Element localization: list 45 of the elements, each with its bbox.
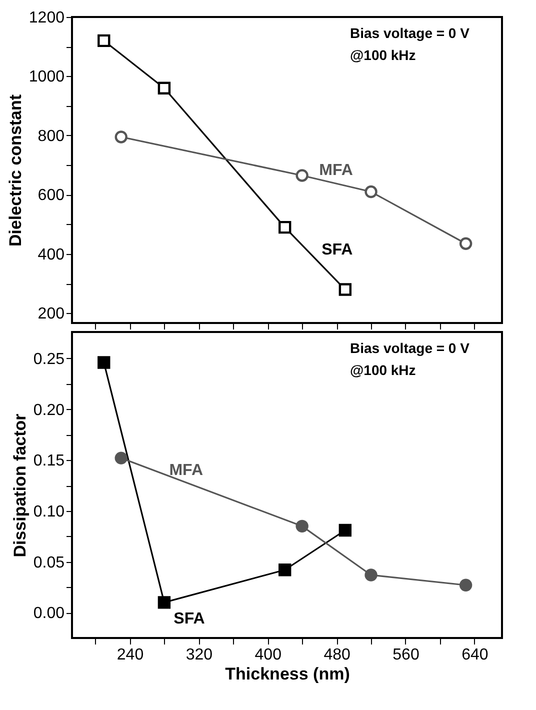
y-tick-label: 0.15: [33, 452, 65, 470]
annotation: Bias voltage = 0 V: [350, 25, 470, 41]
point: [296, 520, 308, 533]
y-tick-label: 600: [38, 187, 65, 204]
point: [114, 130, 128, 144]
y-tick-label: 400: [38, 246, 65, 264]
y-tick-label: 1200: [28, 10, 65, 26]
point: [459, 237, 472, 250]
series-label: SFA: [174, 610, 206, 628]
annotation: @100 kHz: [350, 47, 416, 63]
y-tick-label: 0.05: [33, 554, 65, 572]
series-label: MFA: [169, 462, 204, 480]
point: [364, 185, 378, 198]
x-tick-label: 320: [186, 646, 213, 664]
y-tick-label: 0.10: [33, 503, 65, 520]
series-label: SFA: [322, 242, 354, 259]
y-tick-label: 1000: [28, 68, 65, 86]
y-tick-label: 0.25: [33, 350, 65, 368]
annotation: Bias voltage = 0 V: [350, 340, 470, 356]
y-axis-title: Dielectric constant: [6, 94, 25, 247]
y-tick-label: 200: [38, 306, 65, 323]
x-tick-label: 480: [324, 646, 350, 664]
x-tick-label: 640: [462, 646, 488, 664]
point: [98, 356, 110, 369]
y-axis-title: Dissipation factor: [10, 413, 30, 558]
x-tick-label: 400: [254, 646, 282, 664]
point: [158, 596, 171, 609]
x-axis-title: Thickness (nm): [225, 664, 350, 684]
y-tick-label: 0.00: [33, 605, 65, 622]
point: [296, 169, 308, 182]
annotation: @100 kHz: [350, 362, 416, 378]
x-tick-label: 240: [116, 646, 144, 664]
point: [278, 220, 292, 234]
y-tick-label: 0.20: [33, 402, 65, 419]
point: [364, 568, 378, 582]
point: [338, 524, 352, 537]
point: [98, 34, 110, 48]
x-tick-label: 560: [392, 646, 420, 664]
point: [338, 283, 352, 296]
y-tick-label: 800: [38, 128, 65, 145]
point: [459, 578, 472, 592]
point: [158, 82, 171, 94]
point: [278, 564, 292, 576]
series-label: MFA: [319, 162, 354, 179]
point: [114, 452, 128, 464]
